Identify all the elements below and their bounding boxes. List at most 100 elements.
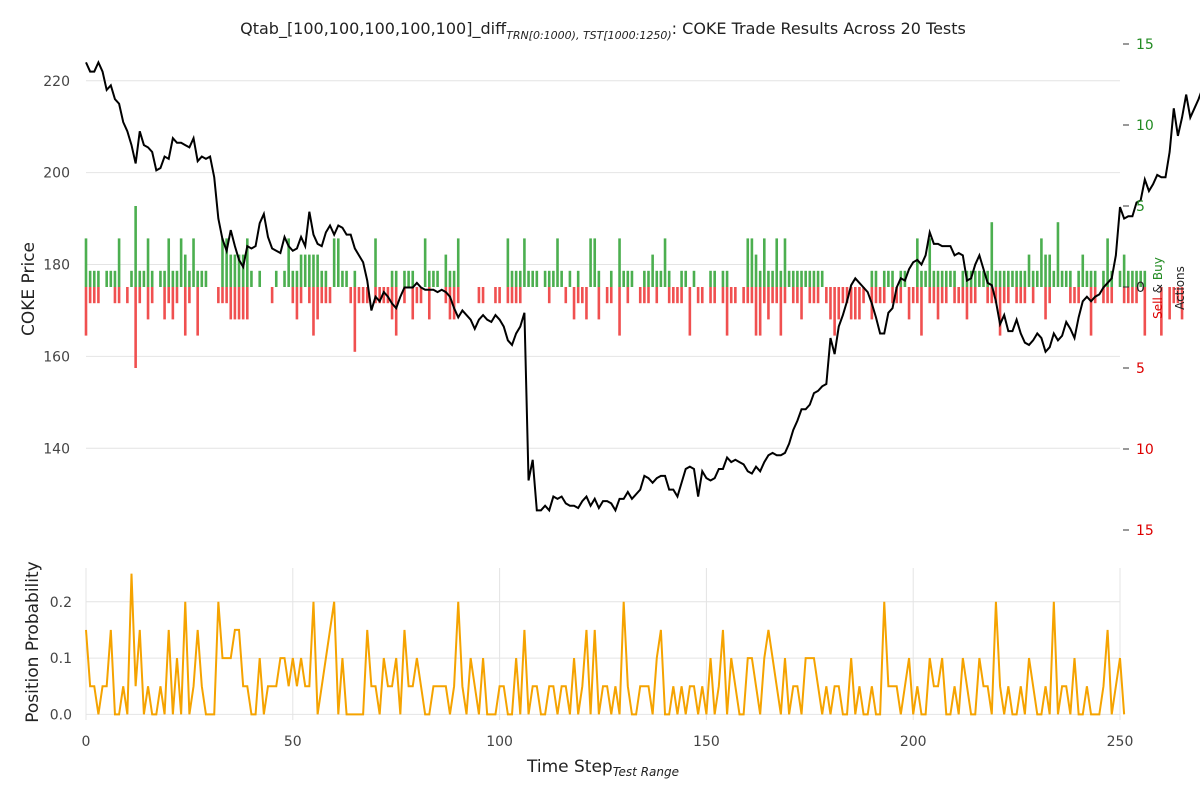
sell-bar	[481, 287, 485, 304]
sell-bar	[506, 287, 510, 304]
buy-bar	[779, 270, 783, 287]
buy-bar	[188, 270, 191, 287]
sell-bar	[1160, 287, 1163, 336]
sell-bar	[853, 287, 857, 320]
sell-bar	[1168, 287, 1171, 320]
actions-tick-label: 0	[1136, 280, 1145, 296]
sell-bar	[680, 287, 683, 304]
sell-bar	[1015, 287, 1018, 304]
sell-bar	[907, 287, 911, 320]
buy-bar	[1011, 270, 1014, 287]
buy-bar	[758, 270, 762, 287]
time-tick-label: 100	[486, 734, 513, 750]
probability-line	[85, 573, 1126, 716]
buy-bar	[998, 270, 1002, 287]
sell-bar	[510, 287, 514, 304]
sell-bar	[514, 287, 518, 304]
sell-bar	[1135, 287, 1138, 304]
buy-bar	[1027, 254, 1031, 287]
buy-bar	[709, 270, 712, 287]
sell-bar	[758, 287, 762, 336]
sell-bar	[427, 287, 431, 320]
sell-bar	[1007, 287, 1010, 304]
time-tick-label: 0	[82, 734, 91, 750]
sell-bar	[349, 287, 353, 304]
sell-bar	[1122, 287, 1126, 304]
buy-bar	[609, 270, 613, 287]
buy-bar	[308, 254, 311, 287]
sell-bar	[1143, 287, 1147, 336]
sell-bar	[667, 287, 671, 304]
sell-bar	[990, 287, 994, 304]
buy-bar	[448, 270, 452, 287]
buy-bar	[1089, 270, 1093, 287]
sell-bar	[1110, 287, 1114, 304]
sell-bar	[655, 287, 659, 304]
actions-axis-ticks: 15 10 5 0 5 10 15	[1123, 37, 1154, 539]
sell-bar	[940, 287, 944, 304]
buy-bar	[171, 270, 175, 287]
buy-bar	[374, 238, 377, 287]
buy-bar	[721, 270, 725, 287]
sell-bar	[1073, 287, 1076, 304]
probability-tick-label: 0.1	[50, 651, 72, 667]
sell-bar	[241, 287, 245, 320]
actions-tick-label: 10	[1136, 442, 1154, 458]
sell-bar	[746, 287, 750, 304]
buy-bar	[808, 270, 812, 287]
buy-bar	[204, 270, 208, 287]
time-axis-label-main: Time Step	[526, 757, 613, 777]
sell-bar	[626, 287, 630, 304]
actions-tick-label: 10	[1136, 118, 1154, 134]
buy-label: Buy	[1151, 257, 1165, 280]
sell-bar	[1172, 287, 1176, 304]
sell-bar	[825, 287, 828, 304]
buy-bar	[225, 238, 228, 287]
buy-bar	[241, 254, 245, 287]
sell-bar	[1019, 287, 1023, 304]
sell-bar	[696, 287, 700, 304]
buy-bar	[647, 270, 650, 287]
sell-bar	[713, 287, 716, 304]
sell-bar	[754, 287, 758, 336]
sell-bar	[163, 287, 166, 320]
sell-bar	[895, 287, 898, 304]
buy-bar	[312, 254, 315, 287]
buy-bar	[295, 270, 299, 287]
sell-bar	[188, 287, 191, 304]
buy-bar	[514, 270, 518, 287]
buy-bar	[403, 270, 406, 287]
sell-bar	[775, 287, 779, 304]
sell-bar	[295, 287, 299, 320]
buy-bar	[1093, 270, 1097, 287]
buy-bar	[196, 270, 199, 287]
sell-bar	[725, 287, 729, 336]
buy-bar	[1139, 270, 1142, 287]
sell-bar	[858, 287, 861, 320]
buy-bar	[444, 254, 448, 287]
sell-bar	[849, 287, 853, 320]
sell-bar	[742, 287, 745, 304]
buy-bar	[229, 254, 233, 287]
actions-tick-label: 15	[1136, 523, 1154, 539]
buy-bar	[547, 270, 551, 287]
buy-bar	[1015, 270, 1018, 287]
buy-bar	[221, 238, 224, 287]
buy-bar	[916, 238, 919, 287]
sell-bar	[638, 287, 642, 304]
price-tick-label: 160	[43, 349, 70, 365]
sell-bar	[576, 287, 580, 304]
buy-bar	[163, 270, 166, 287]
sell-bar	[365, 287, 369, 304]
price-tick-label: 180	[43, 258, 70, 274]
sell-bar	[415, 287, 419, 304]
buy-bar	[949, 270, 952, 287]
buy-bar	[510, 270, 514, 287]
time-axis-ticks: 0 50 100 150 200 250	[82, 734, 1134, 750]
sell-bar	[1031, 287, 1035, 304]
buy-bar	[1064, 270, 1068, 287]
buy-bar	[531, 270, 534, 287]
sell-bar	[816, 287, 820, 304]
buy-bar	[887, 270, 890, 287]
buy-bar	[1052, 270, 1056, 287]
